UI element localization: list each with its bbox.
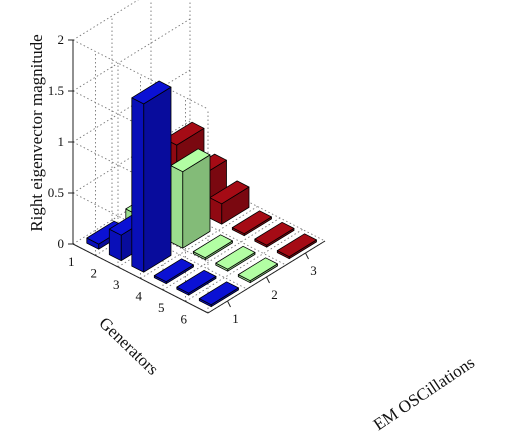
bar-face-front bbox=[143, 86, 172, 273]
grid-line-z-right-3 bbox=[72, 18, 191, 92]
generator-tick-label: 5 bbox=[158, 300, 165, 315]
bar-face-top bbox=[131, 80, 172, 105]
z-tick-label: 2 bbox=[58, 32, 65, 47]
bar-face-top bbox=[215, 245, 256, 270]
generator-tick-label: 3 bbox=[113, 277, 120, 292]
x-tick-mark-1 bbox=[266, 276, 270, 284]
oscillation-tick-label: 2 bbox=[271, 287, 278, 302]
x-tick-mark-0 bbox=[227, 300, 231, 308]
bar-gen4-osc2 bbox=[192, 234, 233, 261]
bar-gen3-osc1 bbox=[131, 80, 172, 273]
x-axis-title: EM OSCillations bbox=[370, 353, 478, 434]
bar-gen3-osc3 bbox=[209, 180, 250, 225]
grid-line-z-left-1 bbox=[72, 192, 209, 263]
generator-tick-label: 1 bbox=[68, 254, 75, 269]
y-axis-line bbox=[72, 243, 209, 314]
generator-tick-label: 4 bbox=[136, 288, 143, 303]
generator-tick-label: 2 bbox=[91, 265, 98, 280]
bar-gen6-osc2 bbox=[237, 257, 278, 284]
generator-tick-label: 6 bbox=[181, 311, 188, 326]
bar-gen6-osc1 bbox=[198, 281, 239, 308]
z-tick-label: 1 bbox=[58, 134, 65, 149]
bar-face-top bbox=[254, 221, 295, 246]
bar-face-top bbox=[276, 233, 317, 258]
bar-face-top bbox=[164, 121, 205, 146]
grid-line-z-left-2 bbox=[72, 141, 209, 212]
grid-line-z-left-4 bbox=[72, 39, 209, 110]
bar-face-top bbox=[231, 210, 272, 235]
bar-face-top bbox=[209, 180, 250, 205]
bar-face-top bbox=[176, 269, 217, 294]
bar-face-top bbox=[192, 234, 233, 259]
bar-gen4-osc1 bbox=[153, 258, 194, 285]
bar-face-side bbox=[170, 165, 184, 249]
bar-gen5-osc1 bbox=[176, 269, 217, 296]
grid-line-floor-g-5 bbox=[185, 229, 303, 302]
oscillation-tick-label: 3 bbox=[310, 263, 317, 278]
x-tick-mark-2 bbox=[305, 252, 309, 260]
bar-face-top bbox=[153, 258, 194, 283]
y-axis-title: Generators bbox=[95, 313, 162, 378]
bar-face-top bbox=[237, 257, 278, 282]
grid-line-z-right-4 bbox=[72, 0, 139, 41]
grid-line-floor-g-3 bbox=[140, 206, 258, 279]
bar-gen5-osc3 bbox=[254, 221, 295, 248]
oscillation-tick-label: 1 bbox=[232, 311, 239, 326]
z-axis-title: Right eigenvector magnitude bbox=[27, 34, 46, 231]
z-tick-label: 0 bbox=[58, 236, 65, 251]
bar-face-top bbox=[198, 281, 239, 306]
bar-face-side bbox=[131, 97, 145, 273]
bar-gen5-osc2 bbox=[215, 245, 256, 272]
bar-gen3-osc2 bbox=[170, 148, 211, 249]
bar-gen6-osc3 bbox=[276, 233, 317, 260]
bar-gen4-osc3 bbox=[231, 210, 272, 237]
z-tick-label: 0.5 bbox=[48, 185, 64, 200]
bar-face-top bbox=[170, 148, 211, 173]
chart-bars bbox=[86, 80, 317, 308]
grid-line-floor-g-4 bbox=[162, 217, 281, 291]
z-tick-label: 1.5 bbox=[48, 83, 64, 98]
